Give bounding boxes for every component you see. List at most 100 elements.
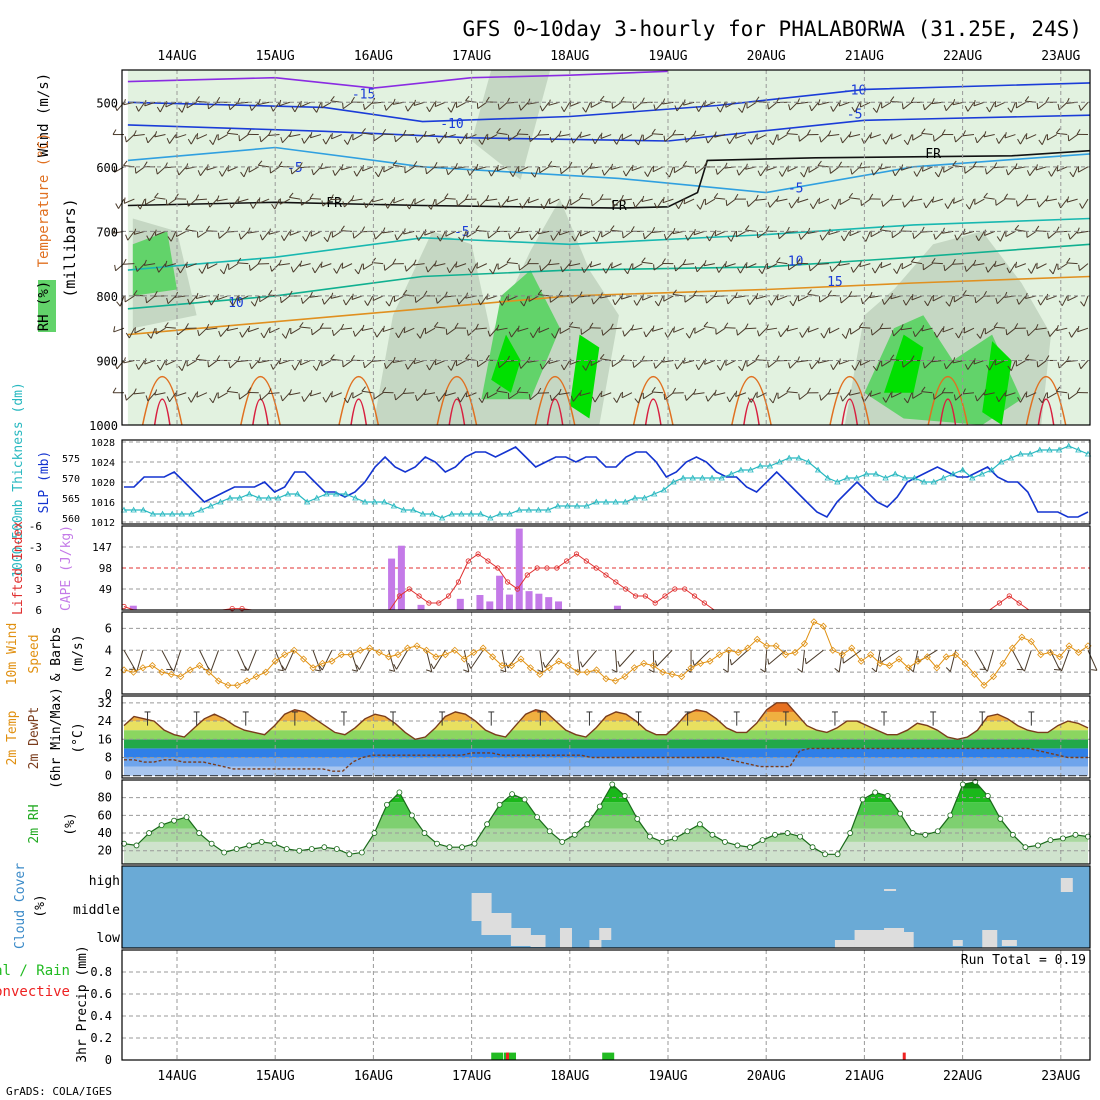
barb-flag bbox=[320, 163, 324, 169]
wind-barb bbox=[508, 327, 519, 338]
barb-flag bbox=[610, 163, 614, 170]
wind-barb bbox=[146, 231, 156, 242]
wind-barb bbox=[673, 326, 684, 333]
barb-shaft bbox=[850, 327, 861, 335]
barb-shaft bbox=[880, 263, 892, 269]
barb-shaft bbox=[217, 295, 228, 301]
barb-shaft bbox=[554, 327, 560, 339]
barb-flag bbox=[589, 162, 593, 169]
barb-flag bbox=[620, 194, 624, 201]
barb-flag bbox=[993, 260, 997, 267]
wind-barb bbox=[1038, 134, 1047, 145]
barb-shaft bbox=[949, 650, 957, 672]
barb-flag bbox=[799, 332, 803, 338]
barb-shaft bbox=[159, 360, 166, 371]
barb-flag bbox=[238, 393, 240, 400]
barb-flag bbox=[455, 101, 458, 108]
wind-barb bbox=[250, 295, 260, 307]
barb-flag bbox=[704, 100, 707, 107]
barb-flag bbox=[620, 96, 625, 102]
barb-flag bbox=[393, 663, 397, 670]
barb-shaft bbox=[694, 327, 705, 334]
thickness-point bbox=[487, 514, 494, 521]
barb-flag bbox=[880, 261, 883, 268]
li-point bbox=[593, 565, 599, 571]
barb-flag bbox=[979, 668, 986, 670]
barb-flag bbox=[869, 390, 872, 397]
barb-shaft bbox=[534, 166, 540, 178]
barb-flag bbox=[455, 261, 458, 268]
barb-flag bbox=[850, 328, 852, 335]
wind-barb bbox=[838, 358, 850, 365]
wind-speed-point bbox=[441, 651, 449, 659]
barb-shaft bbox=[631, 327, 643, 331]
wind-barb bbox=[902, 295, 913, 306]
barb-shaft bbox=[1014, 166, 1026, 170]
wind-barb bbox=[228, 263, 239, 271]
wind-barb bbox=[247, 129, 259, 136]
wind-barb bbox=[693, 388, 705, 395]
wind-speed-point bbox=[1056, 653, 1064, 661]
barb-shaft bbox=[258, 164, 270, 168]
barb-flag bbox=[279, 198, 281, 205]
barb-shaft bbox=[361, 390, 373, 394]
precip-conv-bar bbox=[506, 1052, 510, 1060]
wind-barb bbox=[518, 263, 529, 271]
wind-barb bbox=[218, 166, 229, 177]
wind-barb bbox=[1055, 386, 1068, 394]
barb-shaft bbox=[252, 198, 260, 209]
barb-shaft bbox=[150, 328, 156, 339]
wind-barb bbox=[549, 295, 560, 303]
wind-barb bbox=[809, 101, 819, 112]
wind-barb bbox=[778, 327, 788, 338]
barb-shaft bbox=[258, 101, 270, 106]
barb-shaft bbox=[408, 198, 415, 210]
wind-barb bbox=[456, 198, 467, 207]
barb-flag bbox=[829, 265, 833, 272]
barb-shaft bbox=[558, 134, 570, 137]
barb-flag bbox=[777, 232, 780, 239]
barb-shaft bbox=[481, 134, 488, 145]
barb-flag bbox=[684, 136, 687, 143]
barb-flag bbox=[881, 200, 884, 207]
barb-flag bbox=[496, 226, 500, 232]
rh-point bbox=[521, 796, 528, 803]
barb-shaft bbox=[251, 101, 260, 111]
barb-shaft bbox=[497, 263, 508, 270]
bottom-date-label: 16AUG bbox=[354, 1069, 393, 1084]
barb-shaft bbox=[251, 360, 260, 370]
isotherm-hot bbox=[546, 398, 564, 426]
barb-shaft bbox=[724, 327, 736, 329]
rh-point bbox=[546, 828, 553, 835]
isotherm-warm bbox=[141, 376, 183, 426]
y-axis-label: Wind (m/s) bbox=[36, 73, 52, 157]
barb-shaft bbox=[791, 198, 799, 209]
barb-flag bbox=[405, 363, 409, 370]
wind-speed-point bbox=[356, 646, 364, 654]
barb-flag bbox=[458, 236, 463, 242]
wind-barb bbox=[869, 193, 881, 200]
wind-barb bbox=[300, 359, 311, 366]
barb-flag bbox=[747, 299, 751, 305]
barb-flag bbox=[682, 160, 687, 167]
barb-flag bbox=[726, 138, 731, 144]
wind-barb bbox=[869, 132, 881, 139]
barb-shaft bbox=[363, 263, 374, 270]
barb-shaft bbox=[507, 198, 519, 203]
barb-flag bbox=[290, 168, 293, 175]
barb-flag bbox=[912, 392, 914, 399]
barb-flag bbox=[353, 170, 358, 177]
isotherm-warm bbox=[632, 376, 674, 426]
wind-barb bbox=[247, 387, 259, 394]
barb-flag bbox=[798, 135, 800, 142]
barb-shaft bbox=[890, 198, 902, 201]
barb-flag bbox=[738, 107, 743, 113]
barb-flag bbox=[1036, 262, 1038, 269]
wind-speed-point bbox=[838, 651, 846, 659]
barb-flag bbox=[808, 166, 810, 173]
barb-shaft bbox=[912, 392, 923, 399]
barb-shaft bbox=[227, 327, 239, 332]
thickness-point bbox=[323, 490, 330, 497]
wind-barb bbox=[973, 358, 985, 365]
